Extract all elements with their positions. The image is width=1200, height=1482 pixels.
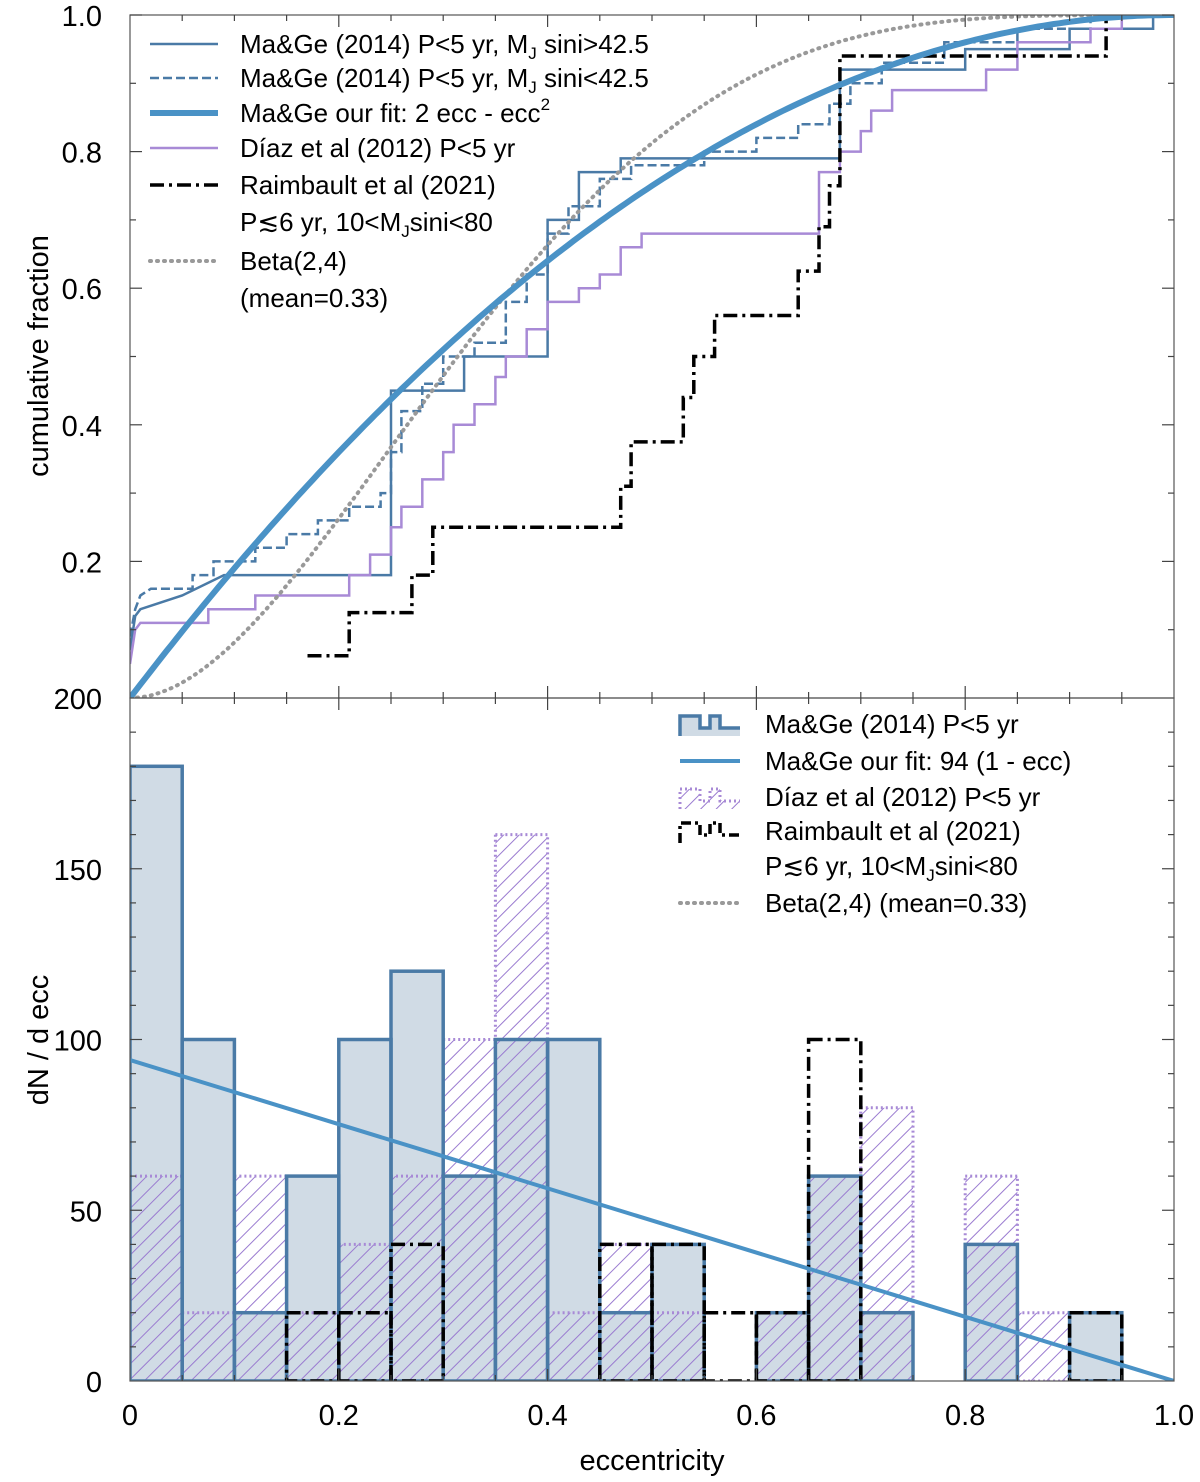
bottom-legend-mage: Ma&Ge (2014) P<5 yr	[765, 709, 1019, 739]
bottom-y-tick-label: 100	[54, 1026, 102, 1058]
diaz-bar	[546, 1311, 602, 1381]
diaz-bar	[232, 1174, 289, 1381]
diaz-bar	[650, 1311, 706, 1381]
mage-hi-curve	[130, 15, 1174, 651]
bottom-legend-raim: Raimbault et al (2021)	[765, 816, 1021, 846]
bottom-y-axis-label: dN / d ecc	[23, 975, 55, 1106]
x-tick-label: 0.6	[736, 1400, 776, 1432]
top-legend-raim2: P≲6 yr, 10<MJsini<80	[240, 207, 493, 241]
bottom-y-tick-label: 150	[54, 855, 102, 887]
x-tick-label: 1.0	[1154, 1400, 1194, 1432]
bottom-y-tick-label: 0	[86, 1367, 102, 1399]
top-y-tick-label: 1.0	[62, 1, 102, 33]
top-y-tick-label: 0.4	[62, 411, 102, 443]
x-tick-label: 0.8	[945, 1400, 985, 1432]
raimbault-bar	[389, 1242, 445, 1381]
bottom-legend-fit: Ma&Ge our fit: 94 (1 - ecc)	[765, 746, 1071, 776]
bottom-y-tick-label: 50	[70, 1196, 102, 1228]
mage-bar	[545, 1037, 602, 1381]
bottom-legend-raim2: P≲6 yr, 10<MJsini<80	[765, 851, 1018, 885]
top-legend-mage_fit: Ma&Ge our fit: 2 ecc - ecc2	[240, 95, 550, 128]
top-y-tick-label: 0.6	[62, 274, 102, 306]
mage-lo-curve	[130, 15, 1174, 637]
x-tick-label: 0	[122, 1400, 138, 1432]
mage-bar	[963, 1242, 1020, 1381]
mage-bar	[180, 1037, 237, 1381]
top-legend-diaz: Díaz et al (2012) P<5 yr	[240, 133, 516, 163]
raimbault-bar	[702, 1310, 759, 1381]
x-tick-label: 0.4	[527, 1400, 567, 1432]
top-y-axis-label: cumulative fraction	[23, 235, 55, 477]
raimbault-bar	[806, 1037, 863, 1381]
top-legend-mage_hi: Ma&Ge (2014) P<5 yr, MJ sini>42.5	[240, 29, 649, 63]
x-axis-label: eccentricity	[579, 1445, 725, 1477]
top-legend-mage_lo: Ma&Ge (2014) P<5 yr, MJ sini<42.5	[240, 63, 649, 97]
diaz-bar	[754, 1311, 811, 1381]
diaz-curve	[130, 15, 1174, 665]
diaz-bar	[389, 1174, 445, 1381]
fit-curve-quadratic	[130, 15, 1174, 698]
diaz-bar	[130, 1174, 184, 1381]
top-legend-raim: Raimbault et al (2021)	[240, 170, 496, 200]
diaz-bar	[285, 1311, 341, 1381]
top-legend-beta2: (mean=0.33)	[240, 283, 388, 313]
diaz-bar	[441, 1038, 497, 1381]
bottom-legend-beta: Beta(2,4) (mean=0.33)	[765, 888, 1027, 918]
top-y-tick-label: 0.2	[62, 547, 102, 579]
diaz-bar	[963, 1174, 1019, 1381]
raimbault-curve	[307, 15, 1108, 658]
legend-swatch-diaz-hist	[678, 787, 740, 809]
bottom-legend-diaz: Díaz et al (2012) P<5 yr	[765, 782, 1041, 812]
diaz-bar	[859, 1106, 915, 1381]
top-panel	[130, 15, 1174, 698]
legend-swatch-diaz-hist-fill	[680, 789, 740, 809]
mage-bar-fill	[1069, 1312, 1122, 1381]
legend-swatch-mage-hist	[678, 714, 740, 736]
fit-line-linear	[130, 1058, 1174, 1381]
diaz-bar	[180, 1311, 236, 1381]
top-y-tick-label: 0.8	[62, 138, 102, 170]
diaz-bar	[493, 833, 550, 1381]
legend-swatch-raimbault-hist	[678, 821, 740, 843]
bottom-y-tick-label: 200	[54, 684, 102, 716]
x-tick-label: 0.2	[319, 1400, 359, 1432]
top-legend-beta: Beta(2,4)	[240, 246, 347, 276]
beta-cdf-curve	[130, 15, 1174, 698]
